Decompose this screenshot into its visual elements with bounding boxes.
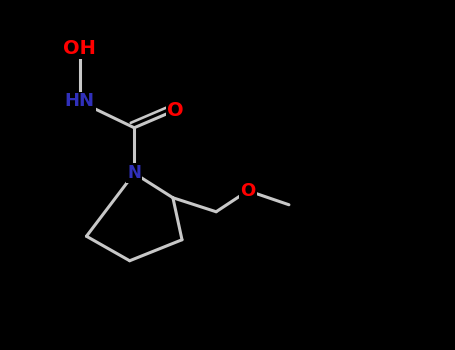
- Text: OH: OH: [63, 40, 96, 58]
- Text: HN: HN: [65, 92, 95, 111]
- Text: N: N: [127, 164, 141, 182]
- Text: O: O: [240, 182, 256, 200]
- Text: O: O: [167, 101, 183, 120]
